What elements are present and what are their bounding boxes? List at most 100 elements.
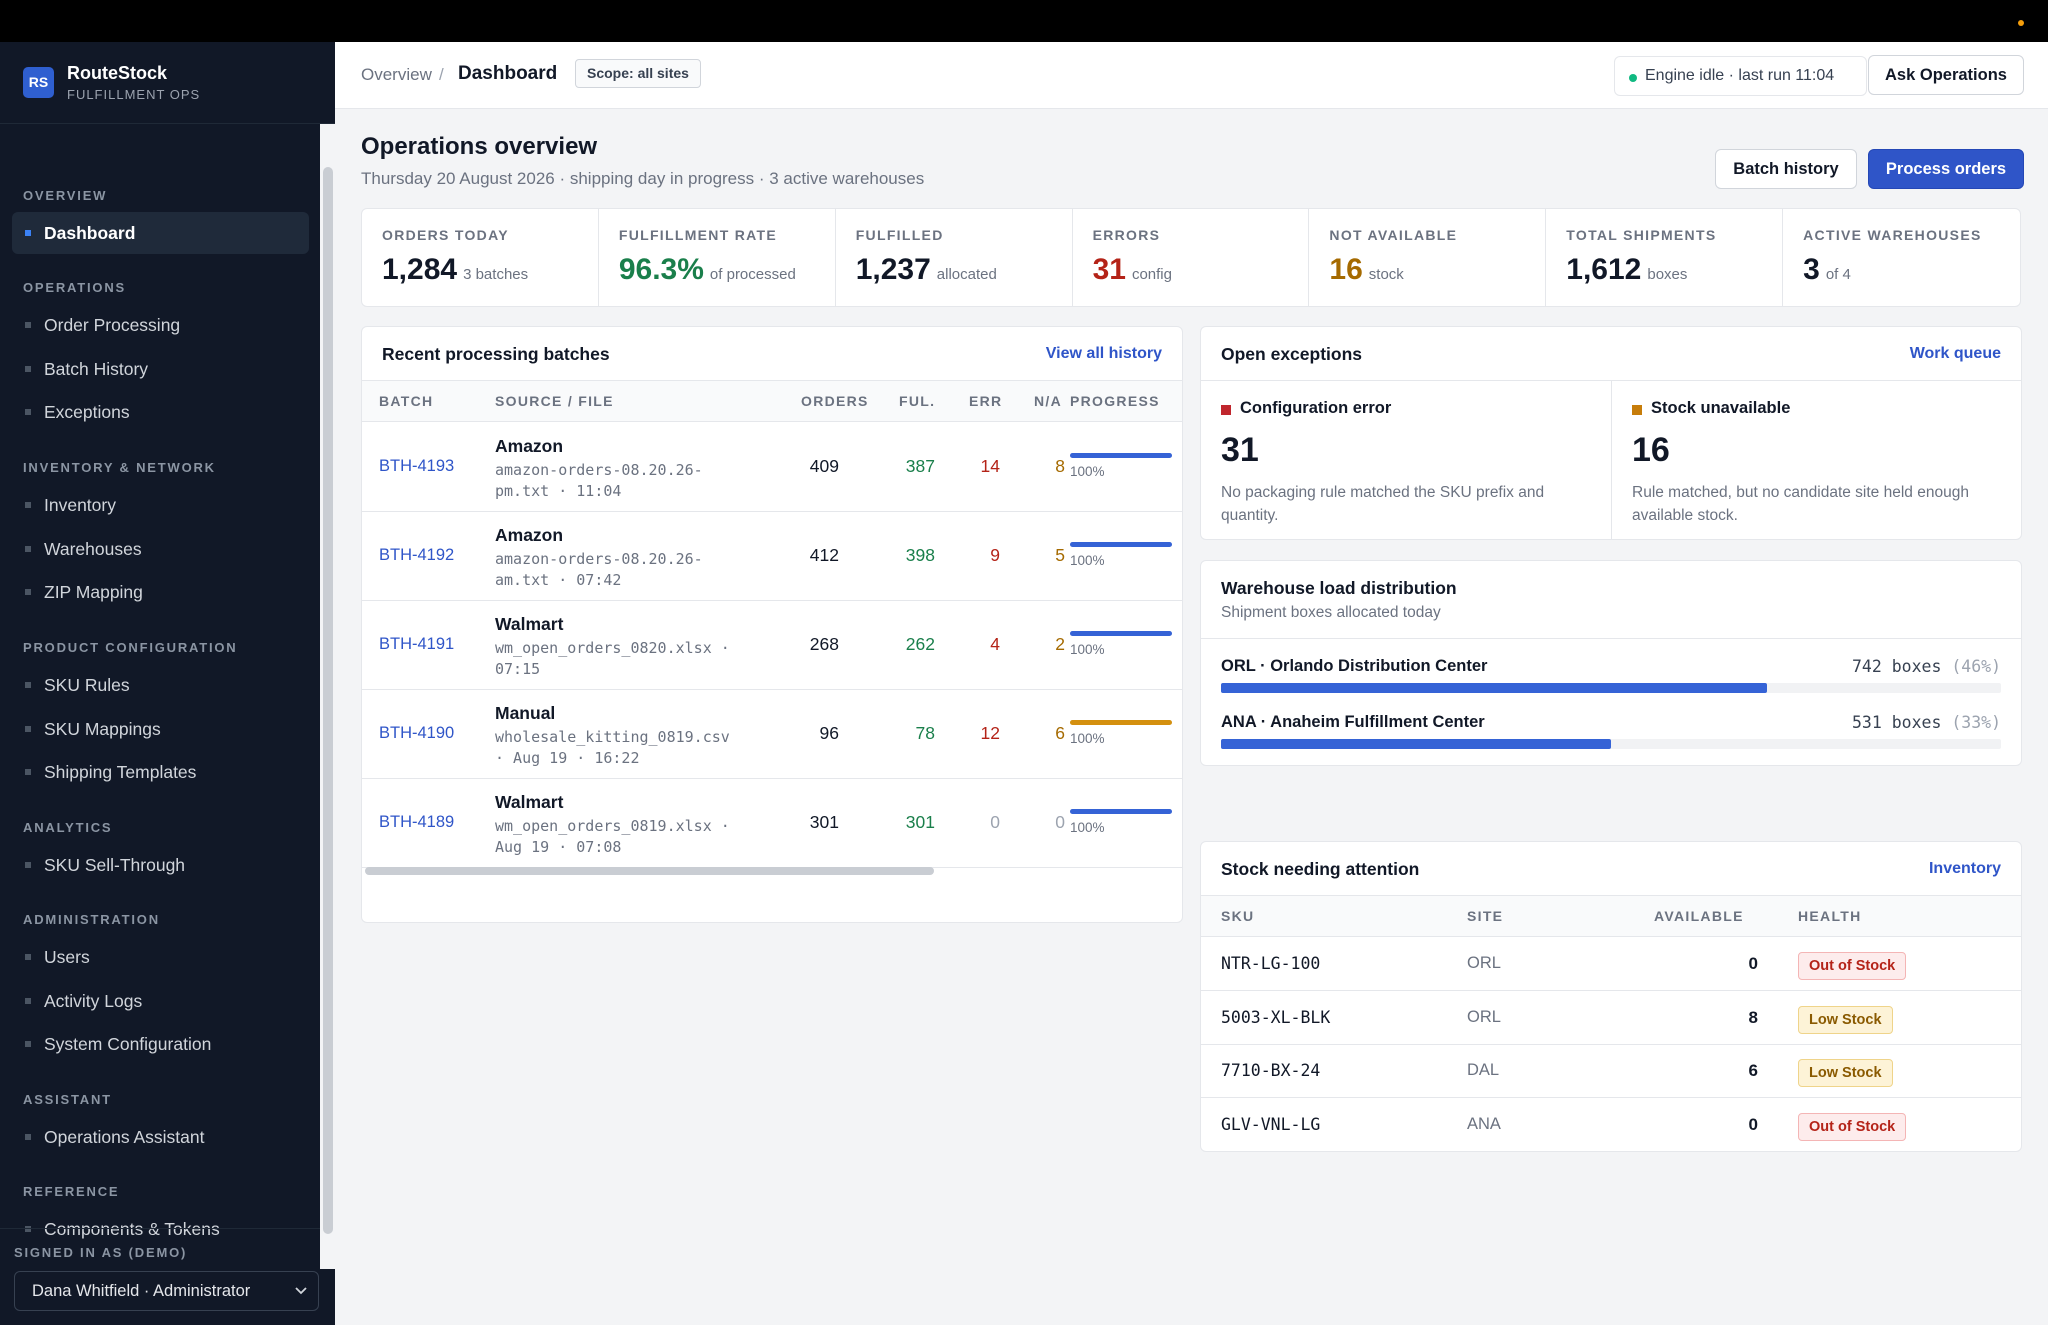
table-row[interactable]: BTH-4192 Amazon amazon-orders-08.20.26-am.… [362,512,1182,601]
kpi-number: 96.3% [618,253,704,286]
col-na: N/A [1034,393,1063,409]
batch-id-link[interactable]: BTH-4193 [379,457,455,475]
progress-bar-fill [1070,542,1172,547]
sidebar-item-components-tokens[interactable]: Components & Tokens [12,1208,309,1250]
sidebar-item-system-configuration[interactable]: System Configuration [12,1023,309,1065]
sidebar-item-shipping-templates[interactable]: Shipping Templates [12,751,309,793]
batch-history-button[interactable]: Batch history [1715,149,1857,189]
warehouse-boxes-value: 742 boxes [1851,657,1942,676]
sidebar-item-sku-rules[interactable]: SKU Rules [12,664,309,706]
page-title: Operations overview [361,133,598,160]
inventory-link[interactable]: Inventory [1928,860,2001,877]
sidebar-item-users[interactable]: Users [12,936,309,978]
stock-site: ORL [1467,954,1501,972]
exception-stock-unavailable[interactable]: Stock unavailable 16 Rule matched, but no … [1612,380,2021,539]
sidebar-item-warehouses[interactable]: Warehouses [12,528,309,570]
table-row[interactable]: BTH-4193 Amazon amazon-orders-08.20.26-pm.… [362,423,1182,512]
open-exceptions-card: Open exceptions Work queue Configuration… [1200,326,2022,540]
nav-section-operations: OPERATIONS [23,280,126,295]
bullet-icon [25,769,31,775]
progress-label: 100% [1070,553,1105,568]
sidebar-item-label: Warehouses [44,538,142,559]
sidebar-item-operations-assistant[interactable]: Operations Assistant [12,1116,309,1158]
kpi-unit: of 4 [1825,266,1851,283]
user-select[interactable]: Dana Whitfield · Administrator [14,1271,319,1311]
kpi-value: 1,612 boxes [1566,253,1687,287]
nav-section-assistant: ASSISTANT [23,1092,112,1107]
batch-na: 0 [1055,812,1065,832]
batch-orders: 268 [809,634,839,654]
batch-id-link[interactable]: BTH-4191 [379,635,455,653]
sidebar-item-activity-logs[interactable]: Activity Logs [12,980,309,1022]
exception-count: 16 [1632,431,1670,469]
exception-configuration-error[interactable]: Configuration error 31 No packaging rule m… [1201,380,1612,539]
sidebar-item-label: SKU Mappings [44,718,161,739]
work-queue-link[interactable]: Work queue [1909,345,2001,362]
col-health: HEALTH [1798,908,1862,924]
batch-file: wholesale_kitting_0819.csv · Aug 19 · 16… [495,728,730,767]
brand-logo: RS [23,67,54,98]
kpi-label: FULFILLMENT RATE [618,227,778,243]
batch-na: 2 [1055,634,1065,654]
sidebar-item-order-processing[interactable]: Order Processing [12,304,309,346]
batch-fulfilled: 387 [905,456,935,476]
sidebar-scrollbar[interactable] [320,124,335,1269]
batch-na: 5 [1055,545,1065,565]
sidebar-item-label: Operations Assistant [44,1127,205,1147]
sidebar-item-label: Activity Logs [44,990,143,1011]
sidebar-scrollbar-thumb[interactable] [323,167,333,1234]
brand-subtitle: FULFILLMENT OPS [67,87,201,102]
batches-horizontal-scrollbar[interactable] [365,867,934,875]
batch-id-link[interactable]: BTH-4189 [379,813,455,831]
batch-id-link[interactable]: BTH-4190 [379,724,455,742]
sidebar-item-batch-history[interactable]: Batch History [12,348,309,390]
warehouse-boxes: 742 boxes (46%) [1852,657,2001,676]
table-row[interactable]: BTH-4191 Walmart wm_open_orders_0820.xlsx … [362,601,1182,690]
sidebar-item-dashboard[interactable]: Dashboard [12,212,309,254]
kpi-unit: boxes [1647,266,1688,283]
recent-batches-card: Recent processing batches View all histo… [361,326,1183,923]
status-square-icon [1221,405,1231,415]
table-row[interactable]: 5003-XL-BLK ORL 8 Low Stock [1201,992,2021,1045]
sidebar-item-sku-mappings[interactable]: SKU Mappings [12,708,309,750]
sidebar-item-label: Shipping Templates [44,762,197,782]
kpi-number: 1,237 [855,253,931,286]
sidebar-item-exceptions[interactable]: Exceptions [12,391,309,433]
col-site: SITE [1467,908,1504,924]
kpi-unit: config [1131,266,1172,283]
bullet-icon [25,589,31,595]
warehouse-boxes: 531 boxes (33%) [1852,713,2001,732]
warehouse-load-subtitle: Shipment boxes allocated today [1221,604,1441,621]
breadcrumb-overview[interactable]: Overview [361,65,432,84]
table-row[interactable]: 7710-BX-24 DAL 6 Low Stock [1201,1045,2021,1098]
table-row[interactable]: GLV-VNL-LG ANA 0 Out of Stock [1201,1099,2021,1152]
exception-title: Configuration error [1240,399,1392,417]
table-row[interactable]: BTH-4189 Walmart wm_open_orders_0819.xlsx … [362,779,1182,868]
table-row[interactable]: BTH-4190 Manual wholesale_kitting_0819.csv… [362,690,1182,779]
warehouse-load-title: Warehouse load distribution [1221,578,1457,598]
scope-badge[interactable]: Scope: all sites [575,59,701,88]
progress-bar [1070,542,1172,547]
view-all-history-link[interactable]: View all history [1045,345,1162,362]
sidebar-item-label: Batch History [44,358,149,379]
kpi-orders-today: ORDERS TODAY 1,284 3 batches [362,209,599,306]
nav-section-analytics: ANALYTICS [23,820,113,835]
ask-operations-button[interactable]: Ask Operations [1868,55,2024,95]
sidebar-item-inventory[interactable]: Inventory [12,484,309,526]
progress-bar [1070,809,1172,814]
batch-source: Walmart [495,792,564,812]
sidebar-item-zip-mapping[interactable]: ZIP Mapping [12,571,309,613]
batch-id-link[interactable]: BTH-4192 [379,546,455,564]
status-badge: Low Stock [1798,1059,1893,1087]
table-row[interactable]: NTR-LG-100 ORL 0 Out of Stock [1201,938,2021,991]
sidebar-item-sku-sell-through[interactable]: SKU Sell-Through [12,844,309,886]
brand-name: RouteStock [67,63,168,83]
kpi-label: FULFILLED [855,227,944,243]
kpi-errors: ERRORS 31 config [1073,209,1310,306]
process-orders-button[interactable]: Process orders [1868,149,2024,189]
exception-description: Rule matched, but no candidate site held… [1632,484,1969,524]
brand[interactable]: RS RouteStock FULFILLMENT OPS [0,42,335,124]
warehouse-name: ANA · Anaheim Fulfillment Center [1221,713,1485,731]
progress-bar [1070,720,1172,725]
status-dot-icon [1629,74,1637,82]
